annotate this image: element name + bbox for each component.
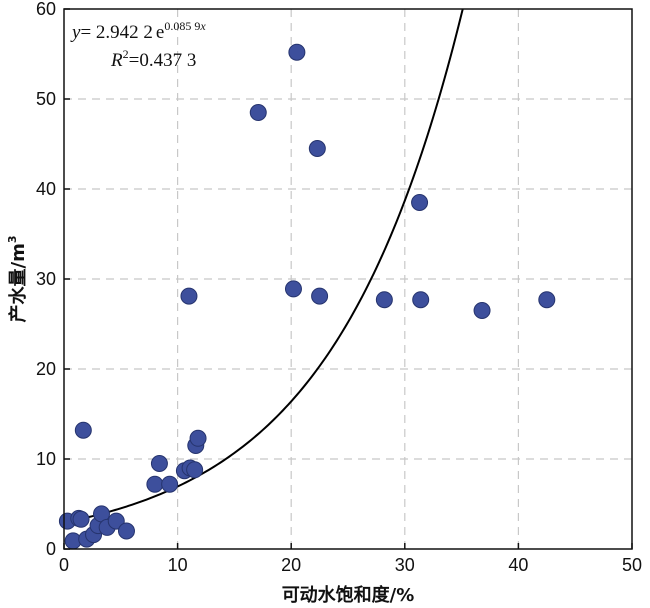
data-point xyxy=(74,421,92,439)
data-point xyxy=(288,43,306,61)
data-point xyxy=(308,140,326,157)
y-tick-label: 20 xyxy=(36,359,56,379)
x-axis-title: 可动水饱和度/% xyxy=(282,584,415,606)
data-point xyxy=(186,461,204,479)
r-squared: R2=0.437 3 xyxy=(110,47,196,71)
data-point xyxy=(375,291,393,309)
x-tick-label: 50 xyxy=(622,555,642,575)
y-tick-label: 50 xyxy=(36,89,56,109)
data-point xyxy=(411,194,429,211)
y-tick-label: 10 xyxy=(36,449,56,469)
data-point xyxy=(284,280,302,298)
x-tick-label: 30 xyxy=(395,555,415,575)
x-tick-label: 0 xyxy=(59,555,69,575)
data-point xyxy=(72,510,90,528)
x-tick-label: 20 xyxy=(281,555,301,575)
grid-lines xyxy=(64,9,632,549)
x-tick-label: 10 xyxy=(168,555,188,575)
data-point xyxy=(161,475,179,493)
data-point xyxy=(412,291,430,309)
fit-curve-layer xyxy=(63,8,464,524)
y-tick-label: 60 xyxy=(36,0,56,19)
axis-ticks: 0 10 20 30 40 50 0 10 20 30 40 50 60 xyxy=(36,0,642,575)
data-point xyxy=(473,302,491,319)
data-point xyxy=(117,522,135,540)
y-tick-label: 0 xyxy=(46,539,56,559)
data-point xyxy=(249,104,267,121)
data-point xyxy=(107,512,125,530)
data-point xyxy=(146,475,164,493)
data-point xyxy=(311,287,329,305)
data-point xyxy=(538,291,556,309)
x-tick-label: 40 xyxy=(508,555,528,575)
y-tick-label: 40 xyxy=(36,179,56,199)
y-axis-title: 产水量/m3 xyxy=(6,236,29,323)
fit-curve xyxy=(63,8,464,524)
y-tick-label: 30 xyxy=(36,269,56,289)
data-points xyxy=(58,43,556,550)
data-point xyxy=(189,429,207,447)
data-point xyxy=(180,287,198,305)
data-point xyxy=(150,455,168,472)
fit-equation: y= 2.942 2 e0.085 9x xyxy=(70,19,206,43)
